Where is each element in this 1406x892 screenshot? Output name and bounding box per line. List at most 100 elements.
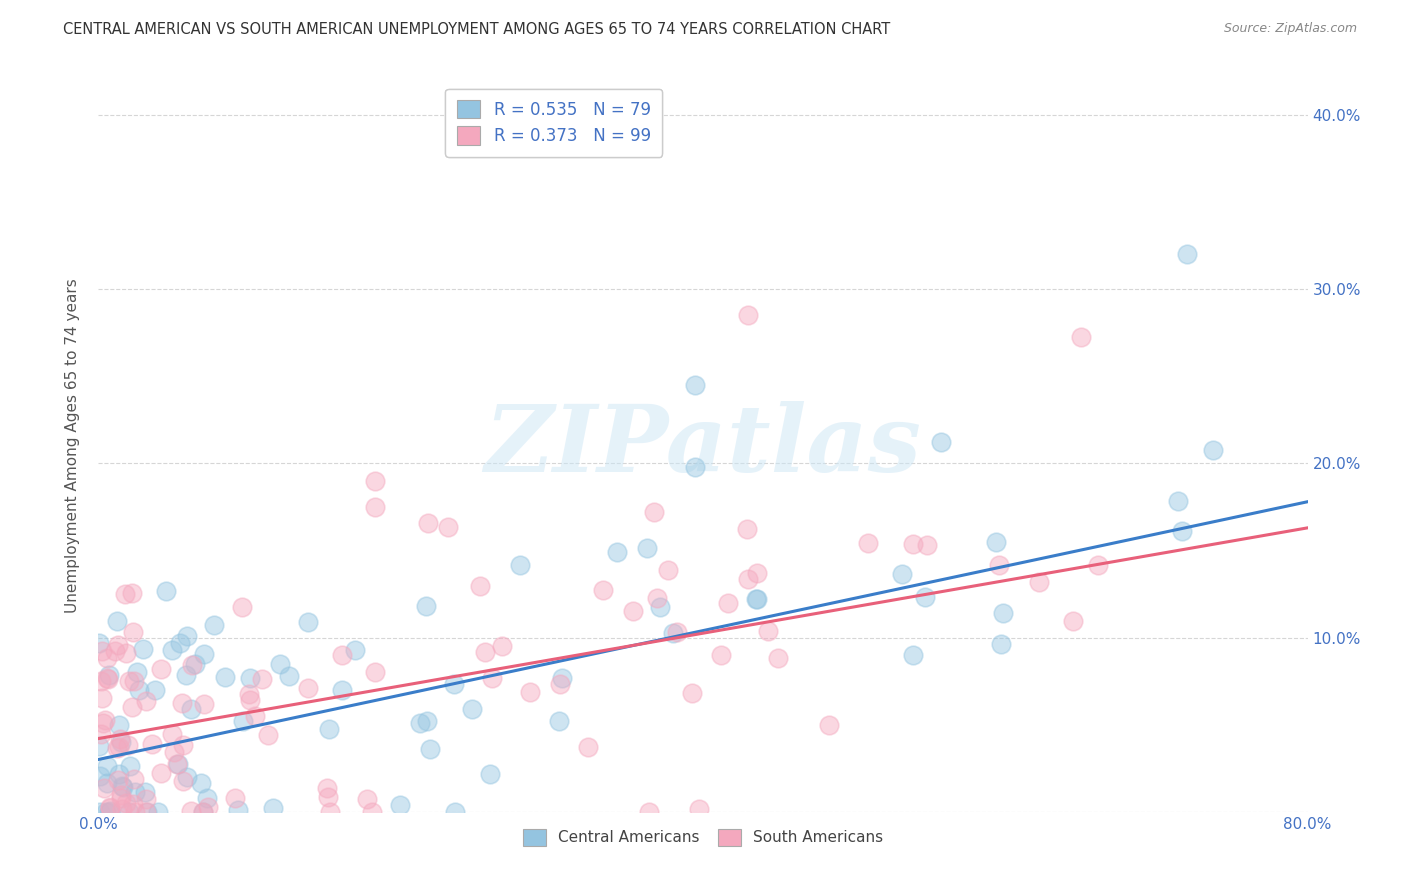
Point: [443, 676, 465, 690]
Point: [416, 714, 439, 729]
Point: [1167, 494, 1189, 508]
Point: [551, 671, 574, 685]
Point: [172, 774, 194, 789]
Point: [745, 591, 768, 606]
Point: [180, 702, 202, 716]
Point: [96, 776, 118, 790]
Point: [1028, 574, 1050, 589]
Point: [745, 566, 768, 580]
Point: [108, 731, 131, 746]
Point: [160, 642, 183, 657]
Point: [184, 657, 207, 672]
Point: [991, 606, 1014, 620]
Point: [657, 563, 679, 577]
Point: [122, 772, 145, 786]
Point: [98, 804, 121, 818]
Point: [197, 800, 219, 814]
Point: [105, 614, 128, 628]
Point: [470, 579, 492, 593]
Point: [344, 642, 367, 657]
Point: [509, 558, 531, 572]
Point: [122, 624, 145, 639]
Point: [122, 674, 145, 689]
Point: [643, 505, 665, 519]
Point: [685, 459, 707, 474]
Point: [903, 537, 925, 551]
Point: [318, 722, 340, 736]
Point: [592, 582, 614, 597]
Point: [735, 522, 758, 536]
Point: [107, 638, 129, 652]
Point: [297, 615, 319, 629]
Point: [988, 558, 1011, 572]
Point: [931, 434, 953, 449]
Point: [134, 785, 156, 799]
Point: [98, 800, 121, 814]
Point: [444, 805, 467, 819]
Point: [191, 805, 214, 819]
Point: [149, 765, 172, 780]
Point: [636, 541, 658, 555]
Point: [143, 683, 166, 698]
Point: [891, 567, 914, 582]
Point: [224, 791, 246, 805]
Point: [360, 805, 382, 819]
Point: [132, 641, 155, 656]
Point: [688, 802, 710, 816]
Point: [166, 756, 188, 771]
Point: [756, 624, 779, 638]
Point: [124, 805, 146, 819]
Point: [190, 776, 212, 790]
Point: [118, 673, 141, 688]
Point: [91, 691, 114, 706]
Point: [418, 516, 440, 531]
Point: [111, 779, 134, 793]
Point: [170, 696, 193, 710]
Point: [191, 805, 214, 819]
Point: [176, 770, 198, 784]
Point: [914, 590, 936, 604]
Point: [125, 665, 148, 679]
Point: [818, 717, 841, 731]
Point: [149, 662, 172, 676]
Point: [415, 599, 437, 614]
Point: [193, 647, 215, 661]
Point: [1175, 247, 1198, 261]
Point: [115, 796, 138, 810]
Point: [315, 781, 337, 796]
Point: [117, 738, 139, 752]
Point: [193, 698, 215, 712]
Point: [231, 599, 253, 614]
Point: [155, 584, 177, 599]
Point: [91, 644, 114, 658]
Point: [1062, 614, 1084, 628]
Point: [111, 801, 134, 815]
Point: [110, 788, 132, 802]
Point: [245, 708, 267, 723]
Point: [316, 790, 339, 805]
Point: [169, 636, 191, 650]
Point: [110, 735, 132, 749]
Point: [474, 645, 496, 659]
Text: Source: ZipAtlas.com: Source: ZipAtlas.com: [1223, 22, 1357, 36]
Point: [141, 738, 163, 752]
Point: [277, 668, 299, 682]
Point: [745, 592, 768, 607]
Point: [409, 716, 432, 731]
Point: [645, 591, 668, 605]
Point: [114, 587, 136, 601]
Point: [124, 784, 146, 798]
Point: [990, 637, 1012, 651]
Point: [172, 738, 194, 752]
Point: [97, 668, 120, 682]
Point: [606, 545, 628, 559]
Point: [121, 700, 143, 714]
Point: [181, 658, 204, 673]
Point: [519, 684, 541, 698]
Legend: Central Americans, South Americans: Central Americans, South Americans: [517, 822, 889, 852]
Point: [479, 767, 502, 781]
Point: [94, 805, 117, 819]
Point: [737, 309, 759, 323]
Point: [491, 640, 513, 654]
Point: [766, 650, 789, 665]
